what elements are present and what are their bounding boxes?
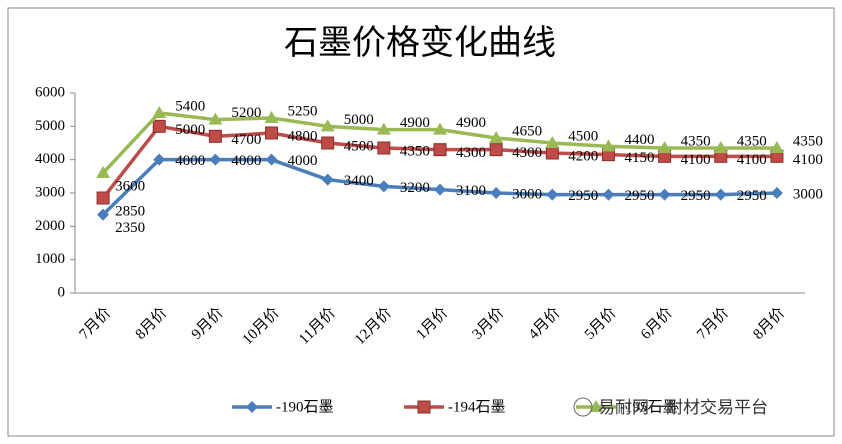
data-point — [602, 188, 615, 201]
data-point — [153, 153, 166, 166]
data-point — [546, 188, 559, 201]
data-point — [265, 153, 278, 166]
data-label: 4500 — [344, 138, 374, 154]
y-tick-label: 4000 — [35, 151, 65, 167]
data-point — [657, 141, 672, 153]
data-point — [545, 136, 560, 148]
data-point — [769, 141, 784, 153]
data-point — [377, 141, 391, 155]
data-label: 4300 — [512, 145, 542, 161]
data-label: 4350 — [681, 133, 711, 149]
data-label: 4900 — [400, 115, 430, 131]
data-label: 4000 — [288, 153, 318, 169]
legend-label: -194石墨 — [448, 399, 506, 415]
data-label: 4800 — [288, 128, 318, 144]
data-label: 4350 — [400, 143, 430, 159]
data-point — [152, 119, 166, 133]
data-label: 4500 — [568, 128, 598, 144]
data-point — [713, 141, 728, 153]
chart-title: 石墨价格变化曲线 — [284, 24, 556, 62]
data-label: 4700 — [231, 132, 261, 148]
data-label: 4150 — [624, 150, 654, 166]
data-point — [97, 208, 110, 221]
legend-label: -190石墨 — [276, 399, 334, 415]
data-point — [96, 191, 110, 205]
data-point — [601, 139, 616, 152]
data-label: 4300 — [456, 145, 486, 161]
data-point — [433, 143, 447, 157]
legend-label: -195石墨 — [620, 399, 678, 415]
data-label: 4350 — [737, 133, 767, 149]
data-label: 3400 — [344, 173, 374, 189]
data-label: 5000 — [175, 122, 205, 138]
data-label: 4000 — [231, 153, 261, 169]
data-point — [714, 188, 727, 201]
data-point — [489, 143, 503, 157]
data-point — [321, 173, 334, 186]
data-label: 3600 — [115, 178, 145, 194]
data-point — [321, 136, 335, 150]
data-point — [152, 106, 167, 118]
watermark-icon — [573, 397, 593, 417]
data-label: 4650 — [512, 123, 542, 139]
data-label: 3200 — [400, 180, 430, 196]
data-point — [208, 129, 222, 143]
data-point — [208, 112, 223, 125]
data-label: 2950 — [737, 188, 767, 204]
y-tick-label: 5000 — [35, 118, 65, 134]
y-tick-label: 3000 — [35, 184, 65, 200]
data-label: 5000 — [344, 112, 374, 128]
data-label: 4100 — [793, 152, 823, 168]
data-label: 5250 — [288, 103, 318, 119]
data-label: 5400 — [175, 98, 205, 114]
data-label: 4900 — [456, 115, 486, 131]
y-tick-label: 1000 — [35, 251, 65, 267]
data-label: 2350 — [115, 220, 145, 236]
data-point — [490, 187, 503, 199]
data-point — [489, 131, 504, 143]
data-point — [320, 119, 335, 132]
data-point — [209, 153, 222, 166]
data-label: 3000 — [793, 186, 823, 202]
legend-marker — [246, 401, 258, 413]
legend-marker — [417, 400, 431, 414]
data-point — [434, 183, 446, 196]
data-point — [545, 146, 559, 160]
data-point — [658, 188, 671, 201]
data-label: 4400 — [624, 132, 654, 148]
data-label: 4100 — [681, 152, 711, 168]
data-label: 4000 — [175, 153, 205, 169]
data-label: 5200 — [231, 105, 261, 121]
data-label: 3000 — [512, 186, 542, 202]
data-label: 2950 — [568, 188, 598, 204]
data-point — [376, 122, 391, 135]
data-point — [265, 126, 279, 140]
data-label: 2950 — [624, 188, 654, 204]
y-tick-label: 6000 — [35, 84, 65, 100]
legend-marker — [589, 400, 603, 412]
y-tick-label: 2000 — [35, 218, 65, 234]
data-point — [770, 187, 783, 199]
data-point — [433, 122, 447, 135]
chart-border — [7, 7, 835, 437]
data-label: 2950 — [681, 188, 711, 204]
y-tick-label: 0 — [58, 284, 66, 300]
data-label: 4100 — [737, 152, 767, 168]
data-point — [96, 166, 111, 178]
watermark: 易耐网一耐材交易平台 — [598, 398, 768, 418]
data-label: 2850 — [115, 203, 145, 219]
data-label: 4200 — [568, 148, 598, 164]
data-point — [264, 111, 279, 123]
data-label: 3100 — [456, 183, 486, 199]
data-point — [377, 180, 390, 193]
data-label: 4350 — [793, 133, 823, 149]
